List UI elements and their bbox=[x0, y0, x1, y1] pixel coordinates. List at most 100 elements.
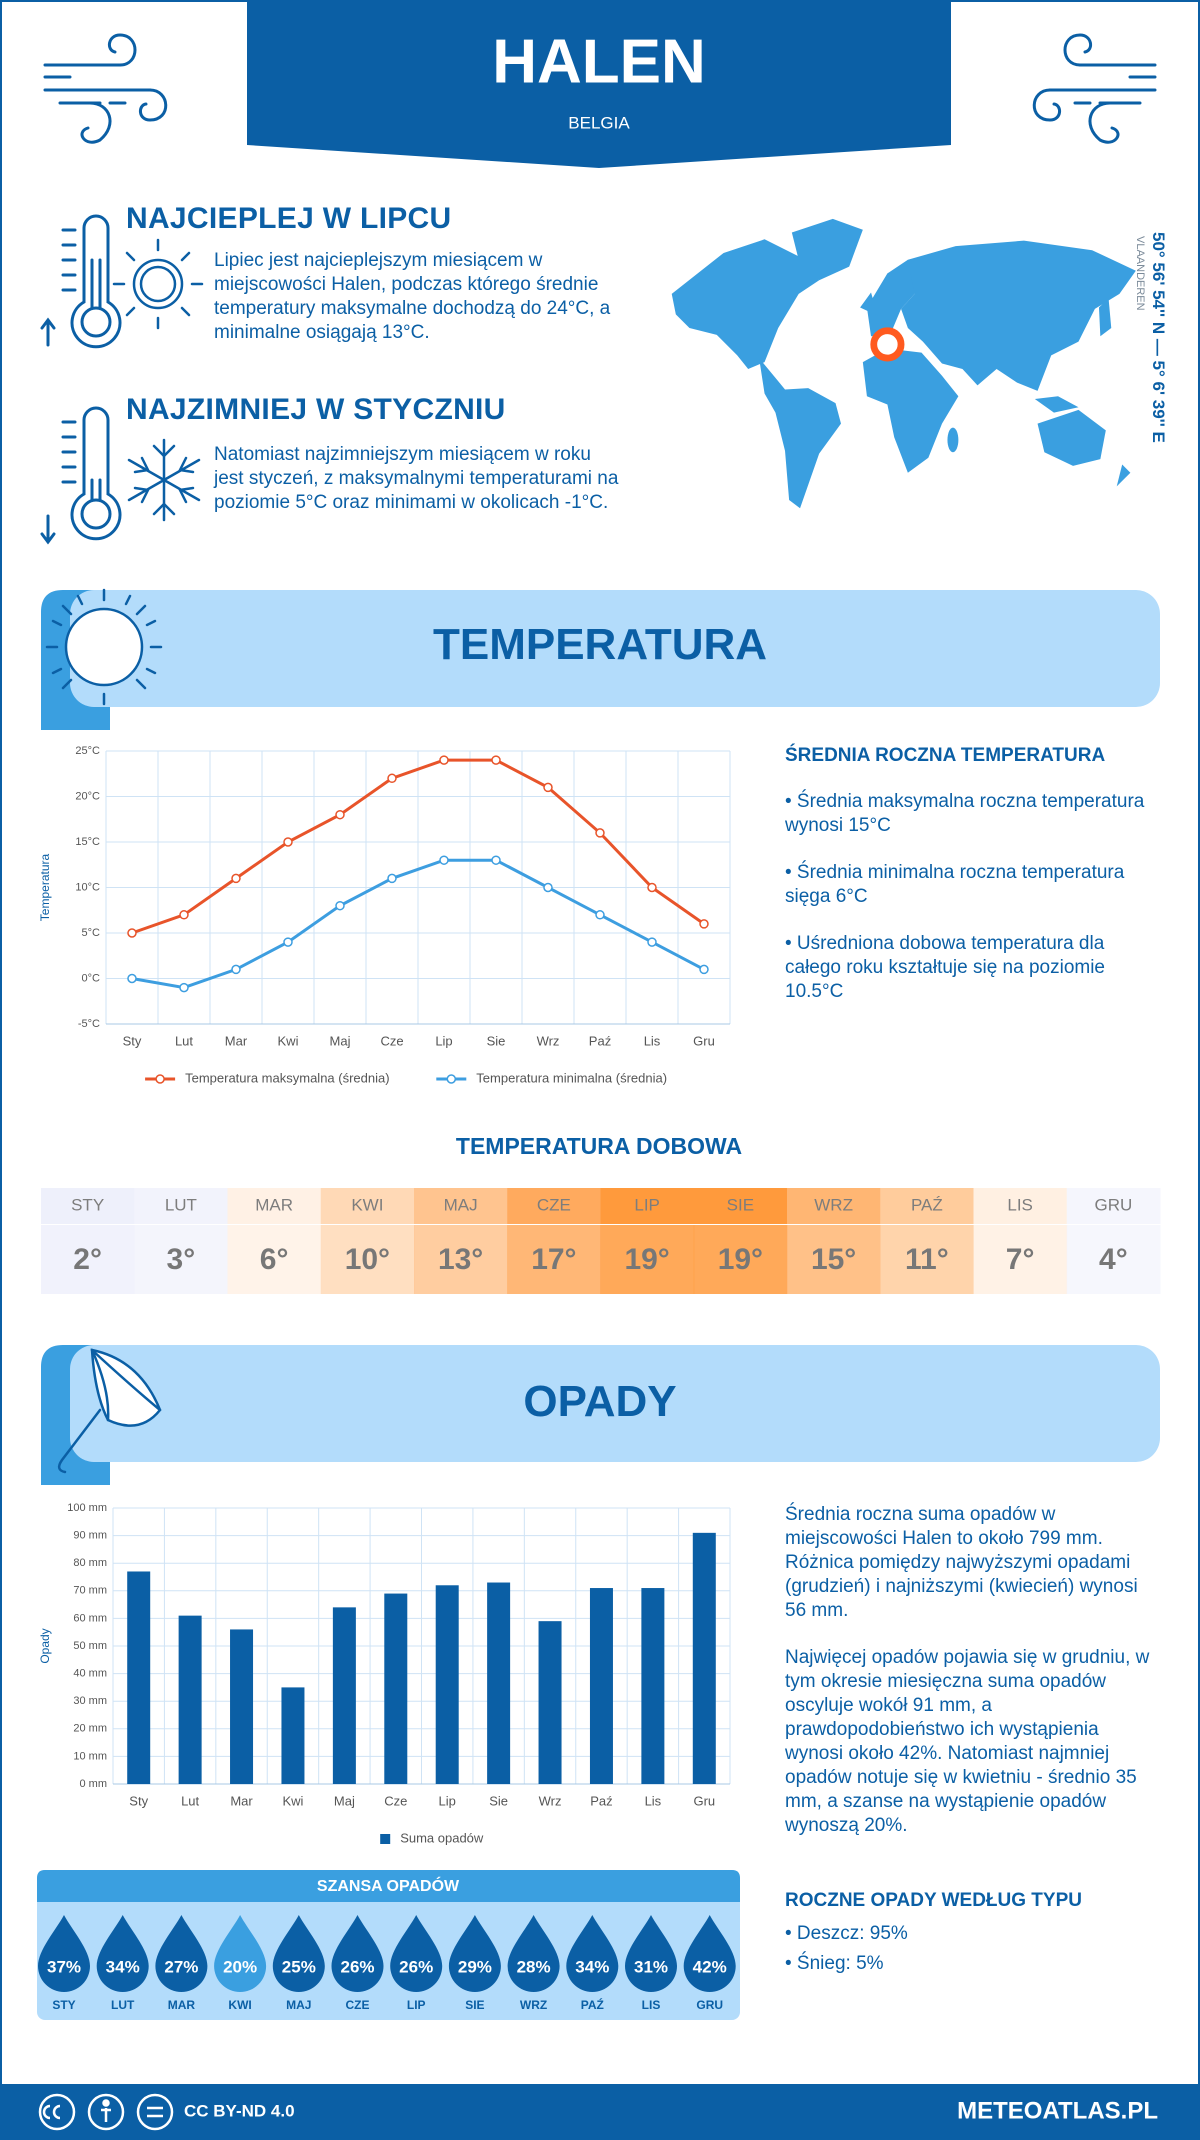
rain-drop bbox=[390, 1915, 443, 1992]
umbrella-icon bbox=[57, 1348, 162, 1474]
month-cell bbox=[507, 1188, 601, 1224]
month-label: WRZ bbox=[520, 1998, 547, 2012]
x-tick-label: Mar bbox=[230, 1793, 253, 1808]
legend-label: Temperatura minimalna (średnia) bbox=[476, 1070, 667, 1085]
rain-box bbox=[37, 1870, 740, 2020]
rain-box-header bbox=[37, 1870, 740, 1902]
y-tick-label: 30 mm bbox=[73, 1695, 107, 1707]
month-label: LIS bbox=[1007, 1195, 1033, 1214]
month-label: LIS bbox=[642, 1998, 661, 2012]
coordinates: 50° 56' 54'' N — 5° 6' 39'' E bbox=[1149, 232, 1168, 443]
coldest-title: NAJZIMNIEJ W STYCZNIU bbox=[126, 393, 506, 426]
thermometer-icon bbox=[40, 406, 122, 545]
site-name: METEOATLAS.PL bbox=[957, 2097, 1158, 2124]
y-tick-label: 70 mm bbox=[73, 1585, 107, 1597]
month-cell bbox=[880, 1188, 974, 1224]
month-cell bbox=[414, 1188, 508, 1224]
y-tick-label: 25°C bbox=[75, 745, 100, 757]
data-point bbox=[335, 809, 345, 820]
y-tick-label: 20°C bbox=[75, 790, 100, 802]
x-tick-label: Gru bbox=[693, 1793, 715, 1808]
temperature-label: 19° bbox=[624, 1243, 669, 1276]
bar bbox=[332, 1607, 356, 1784]
x-tick-label: Gru bbox=[693, 1033, 715, 1048]
sun-icon bbox=[45, 588, 163, 706]
month-label: STY bbox=[71, 1195, 104, 1214]
y-tick-label: 50 mm bbox=[73, 1640, 107, 1652]
data-point bbox=[647, 937, 657, 947]
rain-chance-label: 34% bbox=[575, 1957, 609, 1976]
x-tick-label: Cze bbox=[380, 1033, 403, 1048]
month-label: GRU bbox=[1094, 1195, 1132, 1214]
data-point bbox=[179, 910, 189, 920]
x-tick-label: Paź bbox=[590, 1793, 612, 1808]
rain-drop bbox=[272, 1915, 325, 1992]
month-label: SIE bbox=[465, 1998, 484, 2012]
month-label: MAR bbox=[255, 1195, 293, 1214]
series-line bbox=[131, 758, 705, 935]
rain-chance-label: 25% bbox=[282, 1957, 316, 1976]
month-cell bbox=[1066, 1188, 1161, 1224]
x-tick-label: Sie bbox=[487, 1033, 506, 1048]
summary-item: • Uśredniona dobowa temperatura dla całe… bbox=[785, 933, 1106, 1002]
month-cell bbox=[320, 1188, 415, 1224]
data-point bbox=[699, 919, 709, 929]
header-banner bbox=[247, 0, 951, 168]
location-marker bbox=[870, 327, 905, 362]
temperature-cell bbox=[134, 1225, 228, 1294]
rain-chance-label: 42% bbox=[693, 1957, 727, 1976]
month-cell bbox=[600, 1188, 695, 1224]
data-point bbox=[231, 964, 241, 975]
temperature-label: 19° bbox=[718, 1243, 763, 1276]
temperature-cell bbox=[880, 1225, 974, 1294]
rain-drop bbox=[96, 1915, 149, 1993]
data-point bbox=[439, 855, 449, 865]
y-tick-label: 80 mm bbox=[73, 1557, 107, 1569]
data-point bbox=[231, 873, 241, 884]
data-point bbox=[335, 900, 345, 911]
month-label: GRU bbox=[696, 1998, 723, 2012]
license-icons bbox=[38, 2093, 174, 2131]
y-tick-label: 5°C bbox=[82, 927, 101, 939]
month-label: STY bbox=[52, 1998, 75, 2012]
rain-chance-label: 37% bbox=[47, 1957, 81, 1976]
temperature-label: 3° bbox=[167, 1243, 196, 1276]
bar bbox=[435, 1585, 459, 1784]
x-tick-label: Lut bbox=[181, 1793, 199, 1808]
precip-text: Średnia roczna suma opadów w miejscowośc… bbox=[785, 1504, 1138, 1621]
month-label: WRZ bbox=[814, 1195, 853, 1214]
x-tick-label: Kwi bbox=[278, 1033, 299, 1048]
month-cell bbox=[227, 1188, 322, 1224]
data-point bbox=[595, 828, 605, 838]
section-title: OPADY bbox=[523, 1377, 677, 1426]
wind-icon bbox=[43, 33, 168, 144]
temperature-label: 13° bbox=[438, 1243, 483, 1276]
y-tick-label: 15°C bbox=[75, 836, 100, 848]
city-title: HALEN bbox=[492, 27, 706, 96]
legend-swatch bbox=[380, 1834, 391, 1844]
x-tick-label: Sie bbox=[489, 1793, 508, 1808]
data-point bbox=[127, 928, 137, 938]
temperature-cell bbox=[227, 1225, 322, 1294]
legend-label: Temperatura maksymalna (średnia) bbox=[185, 1070, 389, 1085]
rain-chance-label: 26% bbox=[340, 1957, 374, 1976]
data-point bbox=[647, 882, 657, 893]
x-tick-label: Wrz bbox=[537, 1033, 560, 1048]
warmest-text: Lipiec jest najcieplejszym miesiącem w m… bbox=[214, 250, 611, 343]
data-point bbox=[543, 782, 553, 793]
temperature-label: 11° bbox=[905, 1243, 949, 1276]
rain-chance-label: 28% bbox=[517, 1957, 551, 1976]
x-tick-label: Lis bbox=[645, 1793, 662, 1808]
region: VLAANDEREN bbox=[1134, 236, 1146, 311]
bar bbox=[692, 1532, 716, 1784]
data-point bbox=[491, 855, 501, 865]
temperature-cell bbox=[973, 1225, 1068, 1294]
month-cell bbox=[787, 1188, 881, 1224]
y-tick-label: 90 mm bbox=[73, 1530, 107, 1542]
x-tick-label: Paź bbox=[589, 1033, 611, 1048]
type-item: • Deszcz: 95% bbox=[785, 1923, 908, 1944]
footer-bar bbox=[0, 2084, 1200, 2140]
temperature-cell bbox=[693, 1225, 788, 1294]
temperature-cell bbox=[600, 1225, 695, 1294]
